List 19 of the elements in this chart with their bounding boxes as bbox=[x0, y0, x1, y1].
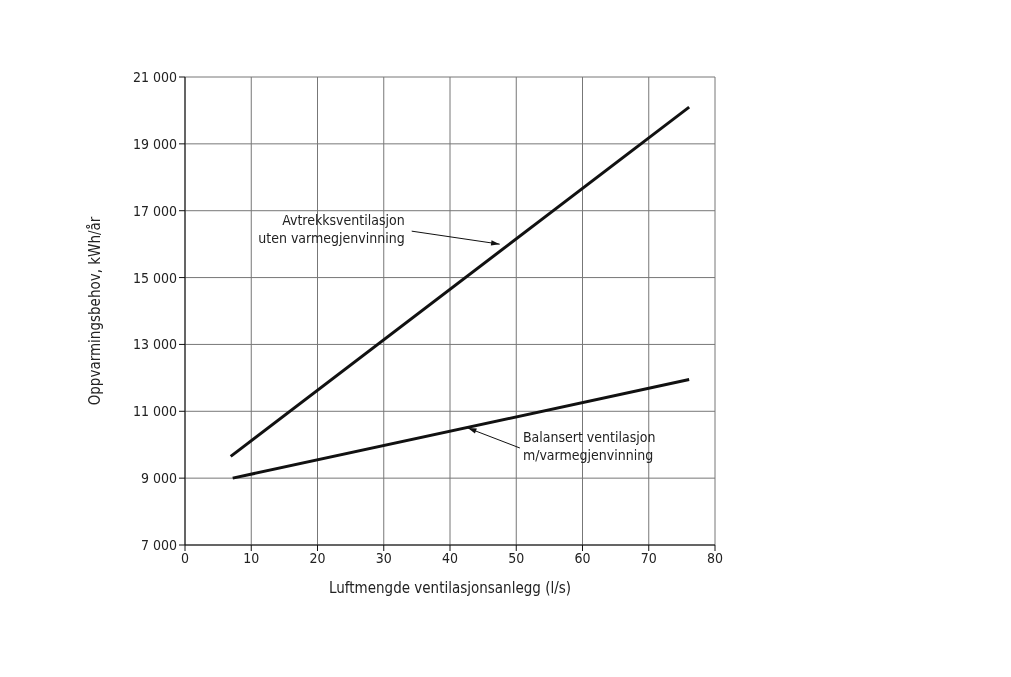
x-tick-label: 80 bbox=[706, 549, 724, 566]
x-tick-label: 70 bbox=[640, 549, 657, 566]
x-tick-label: 60 bbox=[574, 549, 591, 566]
y-tick-label: 19 000 bbox=[132, 135, 177, 152]
y-tick-label: 13 000 bbox=[132, 336, 177, 353]
y-tick-label: 21 000 bbox=[132, 68, 177, 85]
x-tick-label: 30 bbox=[375, 549, 392, 566]
y-tick-label: 9 000 bbox=[140, 470, 177, 487]
y-tick-label: 15 000 bbox=[132, 269, 177, 286]
x-axis-title: Luftmengde ventilasjonsanlegg (l/s) bbox=[329, 579, 571, 597]
x-tick-label: 50 bbox=[508, 549, 525, 566]
x-tick-label: 0 bbox=[180, 549, 190, 566]
y-axis-title: Oppvarmingsbehov, kWh/år bbox=[86, 216, 105, 406]
x-tick-label: 20 bbox=[309, 549, 326, 566]
y-tick-label: 11 000 bbox=[132, 403, 177, 420]
x-tick-label: 10 bbox=[243, 549, 260, 566]
y-tick-label: 17 000 bbox=[132, 202, 177, 219]
x-tick-label: 40 bbox=[441, 549, 459, 566]
y-tick-label: 7 000 bbox=[140, 536, 177, 553]
